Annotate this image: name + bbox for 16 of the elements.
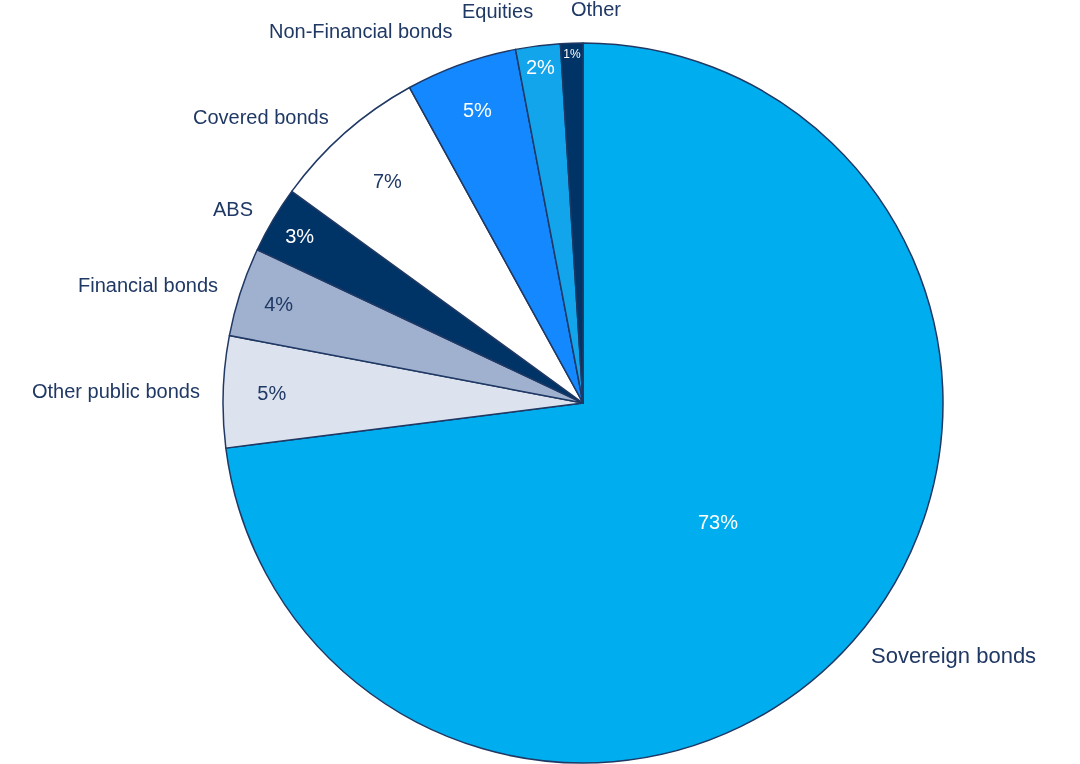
data-label: 5%	[462, 99, 493, 122]
slice-label: Sovereign bonds	[871, 643, 1037, 668]
data-label: 5%	[257, 382, 287, 405]
slice-label: Other	[571, 0, 622, 20]
data-label: 3%	[285, 224, 315, 247]
slice-label: Financial bonds	[78, 274, 219, 296]
data-label: 7%	[373, 170, 403, 193]
data-label: 73%	[697, 511, 739, 534]
slice-label: Equities	[462, 0, 534, 22]
data-label: 1%	[563, 47, 581, 62]
slice-label: Covered bonds	[193, 106, 329, 128]
data-label: 2%	[525, 55, 556, 78]
data-label: 4%	[264, 293, 294, 316]
slice-label: ABS	[213, 198, 254, 220]
slice-label: Non-Financial bonds	[269, 20, 453, 42]
slice-label: Other public bonds	[32, 380, 200, 402]
